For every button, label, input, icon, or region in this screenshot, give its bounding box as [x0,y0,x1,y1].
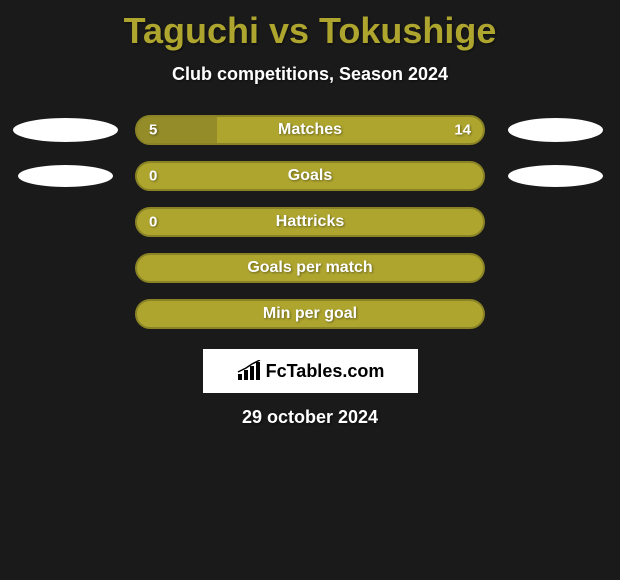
stat-bar: 0 Hattricks [135,207,485,237]
infographic-container: Taguchi vs Tokushige Club competitions, … [0,0,620,433]
stat-row: 5 Matches 14 [10,115,610,145]
bar-value-left: 5 [149,122,157,139]
logo-box[interactable]: FcTables.com [203,349,418,393]
bar-label: Goals per match [247,259,372,277]
stats-rows: 5 Matches 14 0 Goals 0 Hattricks Goals per matc… [10,115,610,329]
bar-background: 0 Goals [135,161,485,191]
bar-label: Matches [278,121,342,139]
avatar-right [500,118,610,142]
logo-content: FcTables.com [236,360,385,382]
avatar-ellipse-icon [13,118,118,142]
chart-icon [236,360,262,382]
avatar-ellipse-icon [18,165,113,187]
bar-background: Min per goal [135,299,485,329]
avatar-left [10,165,120,187]
bar-background: 5 Matches 14 [135,115,485,145]
date-text: 29 october 2024 [10,407,610,428]
bar-background: 0 Hattricks [135,207,485,237]
bar-label: Hattricks [276,213,344,231]
bar-background: Goals per match [135,253,485,283]
bar-label: Min per goal [263,305,357,323]
stat-row: 0 Goals [10,161,610,191]
stat-bar: 0 Goals [135,161,485,191]
bar-value-right: 14 [454,122,471,139]
avatar-ellipse-icon [508,165,603,187]
stat-row: 0 Hattricks [10,207,610,237]
stat-bar: 5 Matches 14 [135,115,485,145]
avatar-right [500,165,610,187]
page-title: Taguchi vs Tokushige [10,10,610,52]
bar-value-left: 0 [149,168,157,185]
avatar-left [10,118,120,142]
avatar-ellipse-icon [508,118,603,142]
bar-label: Goals [288,167,332,185]
logo-text: FcTables.com [266,361,385,382]
stat-row: Goals per match [10,253,610,283]
stat-bar: Min per goal [135,299,485,329]
subtitle: Club competitions, Season 2024 [10,64,610,85]
stat-bar: Goals per match [135,253,485,283]
bar-value-left: 0 [149,214,157,231]
stat-row: Min per goal [10,299,610,329]
